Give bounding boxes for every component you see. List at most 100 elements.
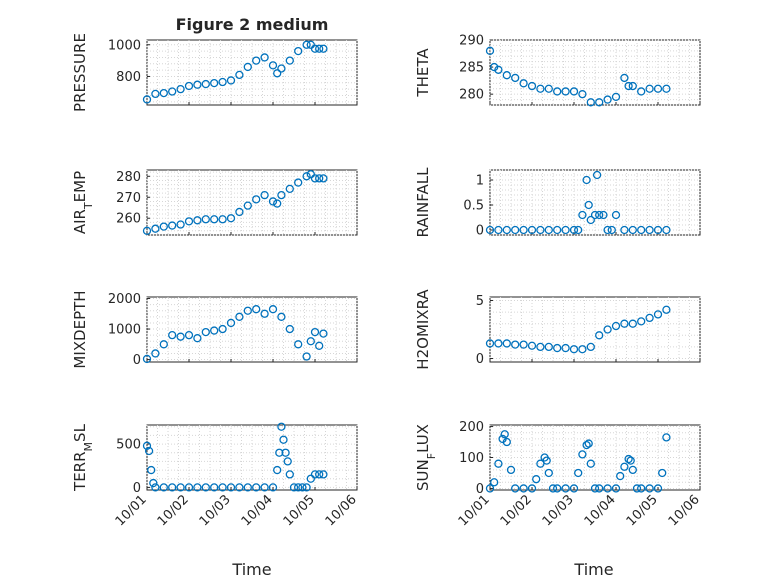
x-tick-label: 10/05 <box>281 492 318 529</box>
y-axis-label: MIXDEPTH <box>71 290 89 368</box>
data-point <box>302 352 311 361</box>
data-point <box>310 174 320 183</box>
data-point <box>658 468 667 478</box>
y-tick-label: 270 <box>116 191 141 206</box>
data-point <box>201 483 210 492</box>
data-point <box>586 342 595 352</box>
data-point <box>176 220 185 229</box>
data-point <box>285 56 294 65</box>
data-point <box>548 484 558 493</box>
data-point <box>277 64 286 73</box>
subplot-theta: 280 285 290 THETA <box>414 34 701 107</box>
y-tick-label: 100 <box>459 451 484 466</box>
data-point <box>645 313 654 323</box>
data-point <box>536 84 545 93</box>
data-point <box>210 483 219 492</box>
data-point <box>494 65 503 74</box>
data-point <box>502 339 511 348</box>
data-point <box>494 459 503 468</box>
data-point <box>662 225 671 235</box>
data-point <box>243 306 252 315</box>
data-point <box>611 484 621 493</box>
data-point <box>168 483 177 492</box>
y-axis-label: H2OMIXRA <box>414 289 432 370</box>
data-point <box>620 225 629 235</box>
x-tick-label: 10/01 <box>456 492 493 529</box>
data-point <box>662 84 671 93</box>
data-point <box>584 439 593 448</box>
data-point <box>536 459 545 468</box>
data-point <box>210 326 219 335</box>
data-point <box>252 195 261 204</box>
data-point <box>226 318 236 328</box>
data-point <box>235 312 244 321</box>
y-tick-label: 200 <box>459 420 484 435</box>
data-point <box>645 84 654 93</box>
y-tick-label: 800 <box>116 70 141 85</box>
data-point <box>592 170 602 180</box>
data-point <box>218 215 227 224</box>
x-tick-label: 10/04 <box>582 492 619 529</box>
data-point <box>527 225 537 235</box>
data-point <box>578 450 587 459</box>
data-point <box>586 215 595 225</box>
data-point <box>294 178 303 187</box>
data-point <box>319 174 328 183</box>
subplot-mixdepth: 0 1000 2000 MIXDEPTH <box>71 290 358 369</box>
x-tick-label: 10/02 <box>498 492 535 529</box>
data-point <box>662 433 671 442</box>
data-point <box>298 483 307 492</box>
data-point <box>243 483 252 492</box>
subplot-rainfall: 0 0.5 1 RAINFALL <box>414 167 701 239</box>
data-point <box>584 200 593 210</box>
data-point <box>151 483 160 492</box>
data-point <box>193 216 202 225</box>
data-point <box>519 484 528 493</box>
data-point <box>319 44 328 53</box>
data-point <box>226 483 236 492</box>
y-tick-label: 290 <box>459 34 484 49</box>
data-point <box>500 430 509 439</box>
data-point <box>561 225 570 235</box>
data-point <box>277 312 286 321</box>
data-point <box>235 483 244 492</box>
data-point <box>294 483 303 492</box>
y-tick-label: 280 <box>116 170 141 185</box>
subplot-air-temp: 260 270 280 AIRTEMP <box>71 169 358 236</box>
data-point <box>544 342 553 352</box>
data-point <box>159 340 168 349</box>
y-tick-label: 1000 <box>108 38 141 53</box>
data-point <box>273 465 282 475</box>
data-point <box>319 470 328 479</box>
data-point <box>632 484 642 493</box>
data-point <box>611 321 621 331</box>
data-point <box>611 92 621 102</box>
y-tick-label: 0 <box>476 224 484 239</box>
y-tick-label: 500 <box>116 438 141 453</box>
data-point <box>494 225 503 235</box>
x-tick-label: 10/03 <box>197 492 234 529</box>
data-point <box>142 95 152 104</box>
data-point <box>603 325 612 334</box>
data-point <box>586 459 595 468</box>
data-point <box>268 305 278 314</box>
x-tick-label: 10/04 <box>239 492 276 529</box>
data-point <box>582 175 591 185</box>
data-point <box>260 53 269 62</box>
data-point <box>142 441 152 450</box>
y-tick-label: 0.5 <box>463 199 484 214</box>
y-tick-label: 1 <box>476 174 484 189</box>
data-point <box>279 435 288 444</box>
data-point <box>637 225 646 235</box>
data-point <box>176 332 185 341</box>
data-point <box>653 84 663 93</box>
y-tick-label: 2000 <box>108 292 141 307</box>
data-point <box>315 341 324 350</box>
data-point <box>595 210 604 220</box>
data-point <box>285 324 294 334</box>
data-point <box>527 484 537 493</box>
data-point <box>561 343 570 353</box>
data-point <box>653 484 663 493</box>
data-point <box>595 484 604 493</box>
